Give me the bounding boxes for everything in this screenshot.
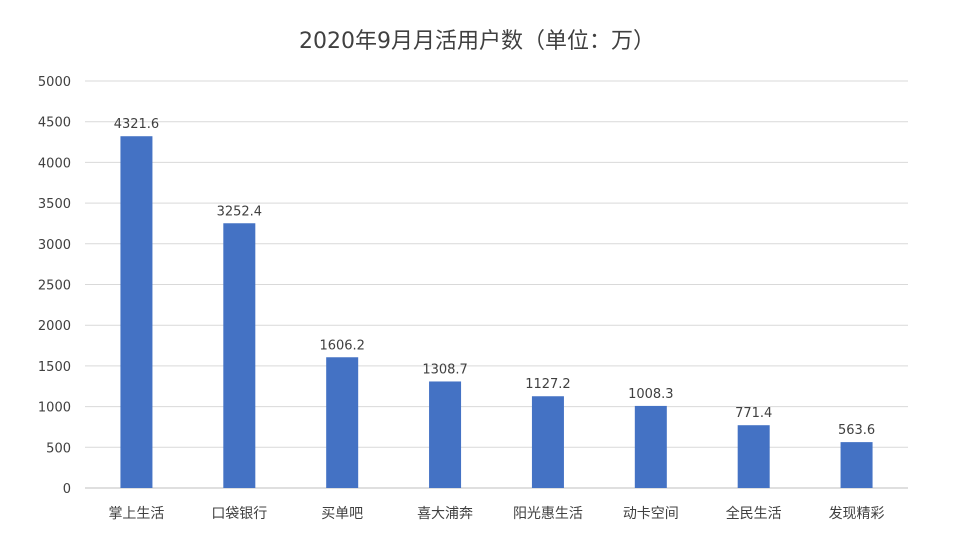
y-tick-label: 1500 [38, 360, 71, 375]
category-label: 动卡空间 [623, 506, 679, 522]
bars [120, 136, 873, 489]
bar-value-label: 1308.7 [422, 362, 468, 377]
bar-value-label: 4321.6 [114, 117, 160, 132]
category-label: 发现精彩 [829, 506, 885, 522]
y-tick-label: 500 [46, 441, 71, 456]
bar-value-label: 563.6 [838, 423, 875, 438]
data-labels: 4321.6 3252.4 1606.2 1308.7 1127.2 1008.3 771.… [114, 117, 875, 438]
y-tick-label: 0 [63, 482, 71, 497]
chart-title: 2020年9月月活用户数（单位：万） [299, 29, 655, 54]
category-label: 买单吧 [321, 506, 363, 522]
category-label: 掌上生活 [108, 506, 164, 522]
bar [840, 442, 873, 488]
y-tick-label: 3500 [38, 197, 71, 212]
category-label: 全民生活 [726, 505, 782, 522]
category-label: 喜大浦奔 [417, 506, 473, 522]
bar [634, 405, 667, 488]
category-label: 口袋银行 [211, 506, 267, 522]
bar-value-label: 1606.2 [319, 338, 365, 353]
bar-value-label: 1127.2 [525, 377, 571, 392]
bar [326, 357, 359, 488]
y-tick-label: 2000 [38, 319, 71, 334]
y-tick-label: 5000 [38, 75, 71, 90]
bar-value-label: 1008.3 [628, 387, 674, 402]
y-axis-tick-labels: 0 500 1000 1500 2000 2500 3000 3500 4000 4500 5000 [38, 75, 71, 497]
bar [531, 396, 564, 488]
y-tick-label: 1000 [38, 401, 71, 416]
bar [120, 136, 153, 489]
y-tick-label: 2500 [38, 279, 71, 294]
bar [737, 425, 770, 488]
x-axis-category-labels: 掌上生活 口袋银行 买单吧 喜大浦奔 阳光惠生活 动卡空间 全民生活 发现精彩 [108, 505, 884, 522]
category-label: 阳光惠生活 [513, 506, 583, 522]
bar-value-label: 771.4 [735, 406, 772, 421]
y-tick-label: 3000 [38, 238, 71, 253]
bar [429, 381, 462, 488]
y-tick-label: 4500 [38, 116, 71, 131]
bar [223, 223, 256, 488]
gridlines [85, 80, 908, 489]
y-tick-label: 4000 [38, 156, 71, 171]
bar-value-label: 3252.4 [217, 204, 263, 219]
